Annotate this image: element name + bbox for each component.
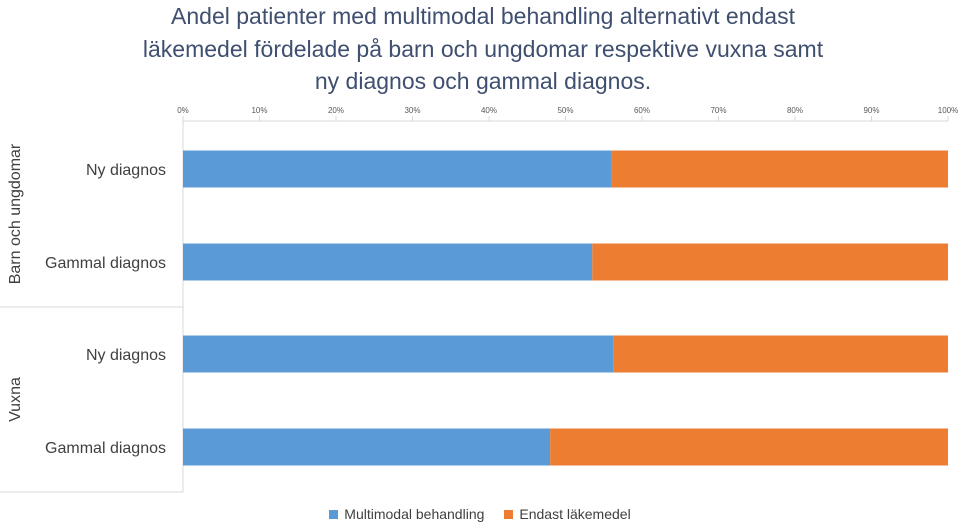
bar-multimodal [183, 428, 551, 466]
category-label: Ny diagnos [86, 162, 166, 179]
legend-label-multimodal: Multimodal behandling [344, 506, 485, 522]
x-tick-label: 50% [557, 106, 573, 115]
bar-lakemedel [592, 243, 948, 281]
legend: Multimodal behandling Endast läkemedel [0, 506, 960, 522]
x-tick-label: 70% [710, 106, 726, 115]
category-label: Gammal diagnos [45, 255, 166, 272]
legend-swatch-lakemedel [504, 509, 514, 519]
x-tick-label: 40% [481, 106, 497, 115]
x-tick-label: 30% [404, 106, 420, 115]
bar-lakemedel [611, 150, 948, 188]
x-tick-label: 90% [863, 106, 879, 115]
x-tick-label: 100% [938, 106, 958, 115]
category-label: Ny diagnos [86, 347, 166, 364]
bar-multimodal [183, 243, 593, 281]
x-tick-label: 10% [251, 106, 267, 115]
legend-label-lakemedel: Endast läkemedel [519, 506, 631, 522]
legend-item-lakemedel: Endast läkemedel [504, 506, 631, 522]
chart-title-line-3: ny diagnos och gammal diagnos. [314, 68, 652, 94]
bar-lakemedel [550, 428, 948, 466]
x-tick-label: 60% [634, 106, 650, 115]
legend-swatch-multimodal [329, 509, 339, 519]
category-label: Gammal diagnos [45, 440, 166, 457]
chart-title-line-2: läkemedel fördelade på barn och ungdomar… [142, 35, 824, 62]
chart-title-line-1: Andel patienter med multimodal behandlin… [171, 3, 795, 29]
group-label: Barn och ungdomar [7, 143, 24, 284]
x-tick-label: 0% [177, 106, 189, 115]
bar-multimodal [183, 335, 614, 373]
bar-multimodal [183, 150, 612, 188]
bar-lakemedel [613, 335, 948, 373]
chart-title: Andel patienter med multimodal behandlin… [0, 0, 960, 98]
x-tick-label: 80% [787, 106, 803, 115]
x-tick-label: 20% [328, 106, 344, 115]
legend-item-multimodal: Multimodal behandling [329, 506, 484, 522]
group-label: Vuxna [7, 377, 24, 422]
